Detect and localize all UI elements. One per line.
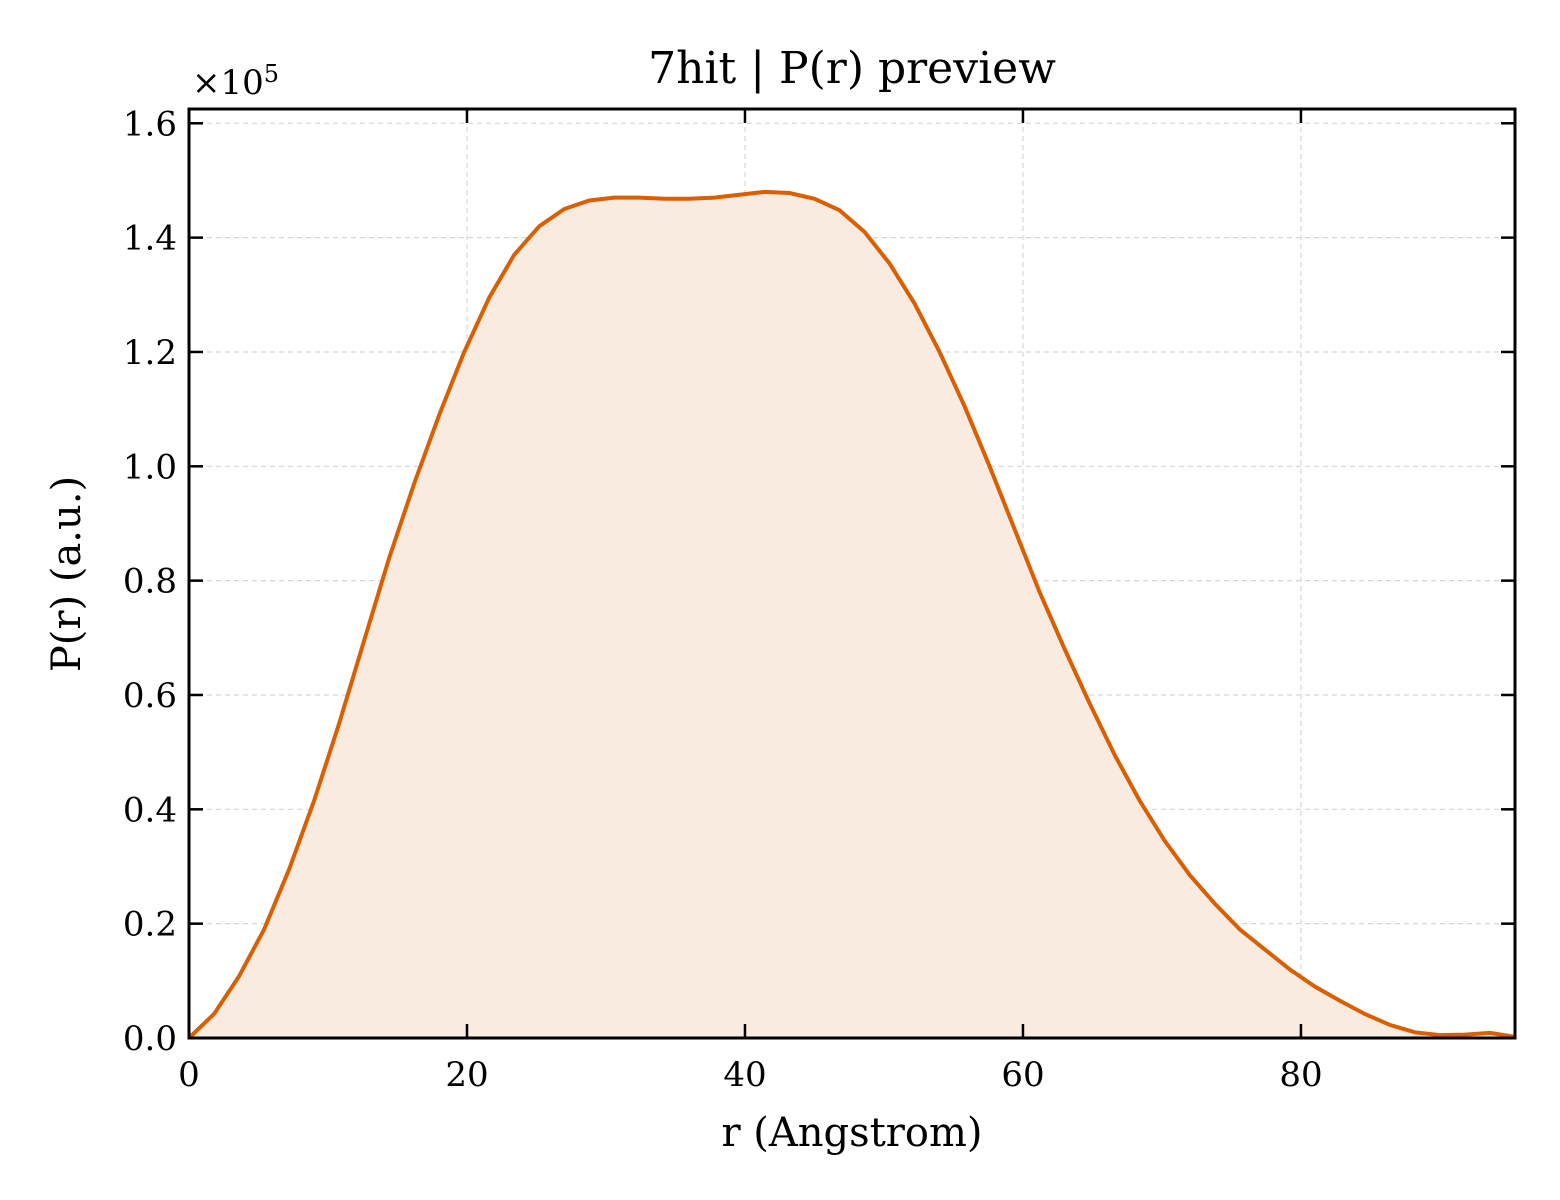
axis-ticks: 0 20 40 60 80 0.0 0.2 0.4 0.6 0.8 1.0 1.2 1.4 1.6 (123, 104, 1515, 1095)
x-tick-label: 0 (178, 1055, 200, 1095)
chart-title: 7hit | P(r) preview (648, 43, 1056, 94)
y-axis-label: P(r) (a.u.) (44, 476, 90, 672)
y-tick-label: 1.4 (123, 219, 177, 259)
y-tick-label: 0.6 (123, 676, 177, 716)
y-tick-label: 0.0 (123, 1019, 177, 1059)
x-tick-label: 60 (1001, 1055, 1044, 1095)
x-tick-label: 80 (1279, 1055, 1322, 1095)
x-tick-label: 20 (445, 1055, 488, 1095)
plot-frame (187, 107, 1517, 1040)
x-tick-label: 40 (723, 1055, 766, 1095)
area-fill (189, 191, 1515, 1038)
y-offset-text: ×105 (192, 60, 279, 103)
y-tick-label: 1.0 (123, 447, 177, 487)
y-tick-label: 1.2 (123, 333, 177, 373)
y-tick-label: 1.6 (123, 104, 177, 144)
y-offset-base: ×10 (192, 63, 264, 103)
y-tick-label: 0.4 (123, 790, 177, 830)
x-axis-label: r (Angstrom) (721, 1110, 982, 1156)
y-offset-exponent: 5 (264, 60, 279, 88)
y-tick-label: 0.8 (123, 562, 177, 602)
y-tick-label: 0.2 (123, 905, 177, 945)
series-line (187, 189, 1516, 1040)
